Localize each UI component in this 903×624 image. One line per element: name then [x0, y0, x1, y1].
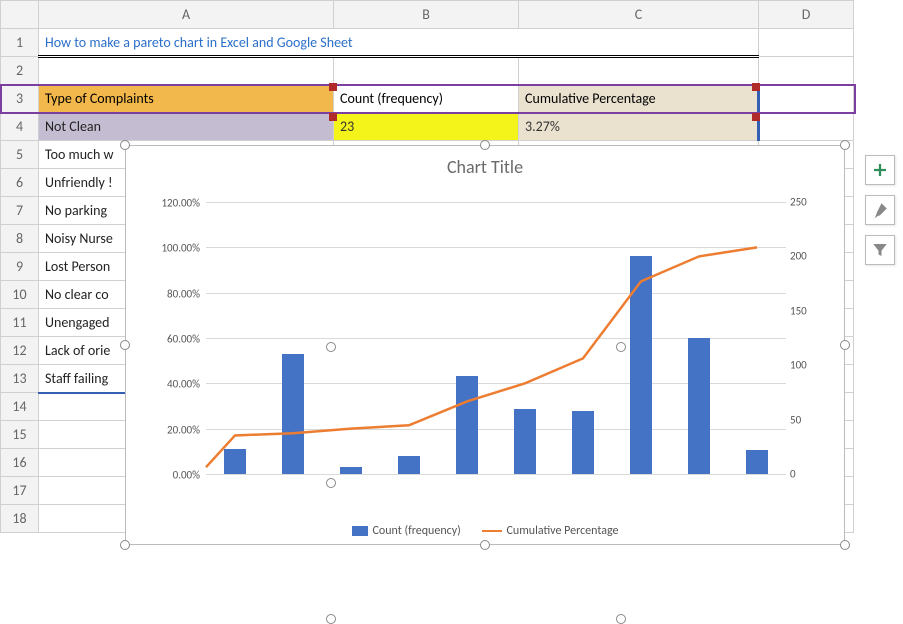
plus-icon — [871, 161, 889, 179]
chart-resize-handle[interactable] — [120, 340, 130, 350]
y2-tick-label: 50 — [790, 413, 828, 426]
chart-resize-handle[interactable] — [840, 140, 850, 150]
spreadsheet-view: A B C D 1 How to make a pareto chart in … — [0, 0, 903, 579]
chart-filter-button[interactable] — [865, 235, 895, 265]
y2-tick-label: 250 — [790, 196, 828, 209]
chart-title[interactable]: Chart Title — [126, 146, 844, 184]
col-header-b[interactable]: B — [334, 1, 519, 29]
plot-resize-handle[interactable] — [326, 478, 336, 488]
y1-tick-label: 120.00% — [140, 197, 200, 210]
y2-tick-label: 100 — [790, 359, 828, 372]
chart-elements-button[interactable] — [865, 155, 895, 185]
y1-tick-label: 20.00% — [140, 423, 200, 436]
row-header-13[interactable]: 13 — [1, 365, 39, 393]
page-title[interactable]: How to make a pareto chart in Excel and … — [39, 29, 759, 57]
cell-count-0[interactable]: 23 — [334, 113, 519, 141]
col-header-d[interactable]: D — [759, 1, 854, 29]
legend-bar-label: Count (frequency) — [373, 524, 461, 538]
selection-handle[interactable] — [329, 83, 337, 91]
selection-handle[interactable] — [752, 113, 760, 121]
cell-d3[interactable] — [759, 85, 854, 113]
y1-tick-label: 0.00% — [140, 469, 200, 482]
row-header-3[interactable]: 3 — [1, 85, 39, 113]
chart-resize-handle[interactable] — [840, 340, 850, 350]
col-header-a[interactable]: A — [39, 1, 334, 29]
header-cumpct[interactable]: Cumulative Percentage — [519, 85, 759, 113]
cell-pct-0[interactable]: 3.27% — [519, 113, 759, 141]
legend-line-swatch — [482, 530, 502, 532]
row-header-10[interactable]: 10 — [1, 281, 39, 309]
selected-row: 3 Type of Complaints Count (frequency) C… — [1, 85, 855, 113]
cell-complaint-0[interactable]: Not Clean — [39, 113, 334, 141]
row-header-14[interactable]: 14 — [1, 393, 39, 421]
row-header-18[interactable]: 18 — [1, 505, 39, 533]
selection-handle[interactable] — [329, 113, 337, 121]
brush-icon — [871, 201, 889, 219]
y2-tick-label: 200 — [790, 250, 828, 263]
y1-tick-label: 40.00% — [140, 378, 200, 391]
row-header-9[interactable]: 9 — [1, 253, 39, 281]
row-header-12[interactable]: 12 — [1, 337, 39, 365]
legend-bar-swatch — [352, 526, 368, 536]
chart-styles-button[interactable] — [865, 195, 895, 225]
plot-resize-handle[interactable] — [616, 614, 626, 624]
row-header-1[interactable]: 1 — [1, 29, 39, 57]
plot-resize-handle[interactable] — [326, 342, 336, 352]
chart-resize-handle[interactable] — [840, 540, 850, 550]
row-header-2[interactable]: 2 — [1, 57, 39, 85]
selection-handle[interactable] — [752, 83, 760, 91]
chart-resize-handle[interactable] — [480, 140, 490, 150]
row-header-16[interactable]: 16 — [1, 449, 39, 477]
cell-d1[interactable] — [759, 29, 854, 57]
chart-legend[interactable]: Count (frequency) Cumulative Percentage — [126, 524, 844, 538]
chart-plot-area[interactable]: 0.00%20.00%40.00%60.00%80.00%100.00%120.… — [206, 202, 786, 474]
chart-resize-handle[interactable] — [480, 540, 490, 550]
row-header-5[interactable]: 5 — [1, 141, 39, 169]
funnel-icon — [871, 241, 889, 259]
row-header-6[interactable]: 6 — [1, 169, 39, 197]
y1-tick-label: 100.00% — [140, 242, 200, 255]
y1-tick-label: 80.00% — [140, 287, 200, 300]
y1-tick-label: 60.00% — [140, 333, 200, 346]
corner-cell[interactable] — [1, 1, 39, 29]
chart-resize-handle[interactable] — [120, 140, 130, 150]
row-header-7[interactable]: 7 — [1, 197, 39, 225]
y2-tick-label: 150 — [790, 304, 828, 317]
col-header-c[interactable]: C — [519, 1, 759, 29]
y2-tick-label: 0 — [790, 468, 828, 481]
row-header-4[interactable]: 4 — [1, 113, 39, 141]
plot-resize-handle[interactable] — [326, 614, 336, 624]
row-header-15[interactable]: 15 — [1, 421, 39, 449]
legend-line-label: Cumulative Percentage — [507, 524, 619, 538]
chart-resize-handle[interactable] — [120, 540, 130, 550]
row-header-17[interactable]: 17 — [1, 477, 39, 505]
header-count[interactable]: Count (frequency) — [334, 85, 519, 113]
header-type[interactable]: Type of Complaints — [39, 85, 334, 113]
cell-a2[interactable] — [39, 57, 334, 85]
chart-object[interactable]: Chart Title 0.00%20.00%40.00%60.00%80.00… — [125, 145, 845, 545]
line-series[interactable] — [206, 202, 786, 474]
row-header-8[interactable]: 8 — [1, 225, 39, 253]
plot-resize-handle[interactable] — [616, 342, 626, 352]
row-header-11[interactable]: 11 — [1, 309, 39, 337]
